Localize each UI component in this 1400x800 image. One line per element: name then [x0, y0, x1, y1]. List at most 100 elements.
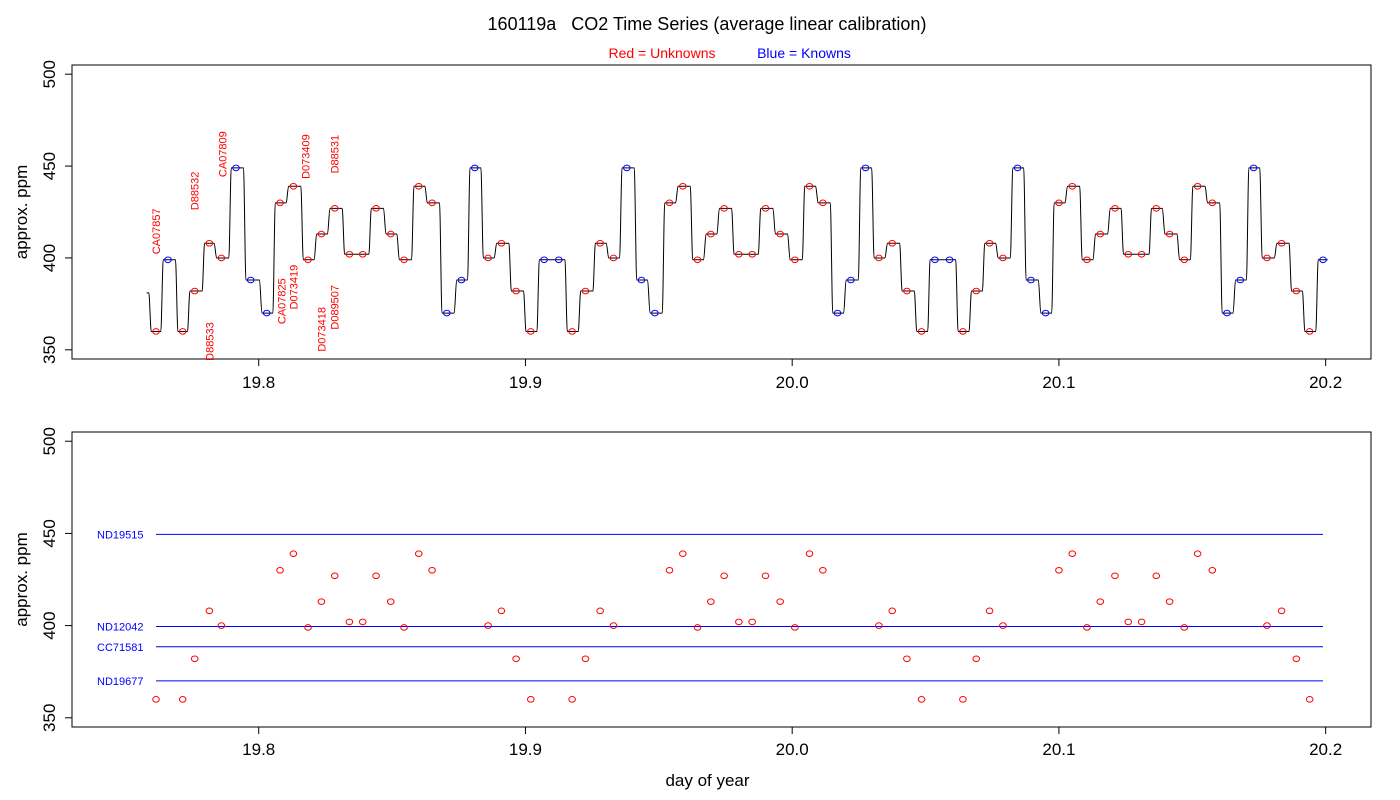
x-tick-label: 20.0 — [776, 740, 809, 759]
y-tick-label: 450 — [40, 152, 59, 180]
known-point — [442, 309, 451, 317]
y-tick-label: 400 — [40, 244, 59, 272]
known-point — [623, 164, 631, 172]
unknown-point — [568, 696, 576, 703]
unknown-point — [484, 622, 492, 629]
unknown-point — [484, 254, 492, 262]
unknown-point — [178, 328, 187, 335]
unknown-point — [1305, 328, 1314, 335]
unknown-point — [1208, 566, 1217, 574]
legend-unknowns-label: Red = Unknowns — [608, 45, 715, 61]
unknown-point — [665, 199, 674, 207]
unknown-point — [217, 254, 226, 262]
unknown-point — [819, 566, 827, 574]
unknown-point — [358, 250, 367, 258]
y-tick-label: 500 — [40, 60, 59, 88]
unknown-point — [609, 622, 618, 629]
known-point — [833, 309, 842, 317]
unknown-point — [372, 572, 380, 580]
unknown-point — [152, 696, 160, 703]
unknown-point — [1152, 572, 1161, 580]
x-tick-label: 20.1 — [1042, 740, 1075, 759]
plot-frame — [71, 64, 1372, 360]
unknown-point — [568, 328, 576, 335]
x-tick-label: 20.1 — [1042, 373, 1075, 392]
known-point — [1236, 276, 1245, 284]
unknown-point — [735, 618, 743, 626]
unknown-point — [1193, 550, 1202, 557]
unknown-point — [217, 622, 226, 629]
unknown-point — [1068, 550, 1077, 557]
x-tick-label: 19.9 — [509, 740, 542, 759]
x-tick-label: 20.2 — [1309, 373, 1342, 392]
unknown-point — [972, 287, 981, 295]
unknown-point — [776, 230, 784, 238]
unknown-point — [1165, 598, 1174, 605]
unknown-point — [1111, 572, 1119, 580]
co2-series-line — [146, 167, 1328, 332]
sample-id-annotation: D88531 — [330, 135, 342, 174]
unknown-point — [1124, 250, 1133, 258]
known-point — [457, 276, 466, 284]
unknown-point — [761, 572, 770, 580]
unknown-point — [400, 624, 408, 631]
unknown-point — [1277, 239, 1286, 247]
reference-line-label: CC71581 — [97, 642, 143, 654]
known-point — [246, 276, 255, 284]
unknown-point — [1165, 230, 1174, 238]
unknown-point — [596, 239, 604, 247]
unknown-point — [581, 287, 590, 295]
unknown-point — [1152, 205, 1161, 212]
unknown-point — [512, 287, 520, 295]
unknown-point — [276, 566, 284, 574]
unknown-point — [497, 607, 506, 615]
unknown-point — [999, 254, 1007, 262]
x-tick-label: 20.2 — [1309, 740, 1342, 759]
unknown-point — [386, 230, 395, 238]
unknown-point — [1124, 618, 1133, 626]
known-point — [651, 309, 659, 317]
known-point — [164, 256, 172, 264]
unknown-point — [1277, 607, 1286, 615]
unknown-point — [875, 254, 883, 262]
y-tick-label: 350 — [40, 336, 59, 364]
unknown-point — [414, 550, 423, 557]
known-point — [1319, 256, 1327, 264]
unknown-point — [972, 655, 981, 663]
plot-frame — [71, 431, 1372, 728]
unknown-point — [345, 618, 354, 626]
unknown-point — [497, 239, 506, 247]
unknown-point — [345, 250, 354, 258]
legend-knowns-label: Blue = Knowns — [757, 45, 851, 61]
time-series-panel: 19.8 19.9 20.0 20.1 20.2 350 400 450 500 approx. … — [12, 60, 1372, 392]
unknown-point — [665, 566, 674, 574]
reference-line-label: ND19515 — [97, 529, 143, 541]
unknown-point — [707, 598, 715, 605]
known-point — [931, 256, 939, 264]
unknown-point — [386, 598, 395, 605]
unknown-point — [888, 239, 897, 247]
unknown-point — [748, 250, 756, 258]
unknown-point — [276, 199, 284, 207]
unknown-point — [679, 550, 687, 557]
unknown-point — [679, 182, 687, 190]
unknown-point — [903, 287, 911, 295]
known-point — [470, 164, 479, 172]
unknown-point — [776, 598, 784, 605]
x-tick-label: 19.8 — [242, 373, 275, 392]
sample-id-annotation: D089507 — [330, 285, 342, 330]
unknown-point — [748, 618, 756, 626]
unknown-point — [735, 250, 743, 258]
unknown-point — [400, 256, 408, 264]
unknown-point — [1137, 250, 1146, 258]
references-panel: 19.8 19.9 20.0 20.1 20.2 350 400 450 500 approx. … — [12, 427, 1372, 790]
unknown-point — [985, 607, 994, 615]
known-point — [637, 276, 646, 284]
unknown-point — [985, 239, 994, 247]
sample-id-annotation: D073419 — [288, 265, 300, 310]
unknown-point — [152, 328, 160, 335]
unknown-point — [875, 622, 883, 629]
unknown-point — [720, 572, 728, 580]
unknown-point — [190, 655, 199, 663]
unknown-point — [693, 624, 702, 631]
